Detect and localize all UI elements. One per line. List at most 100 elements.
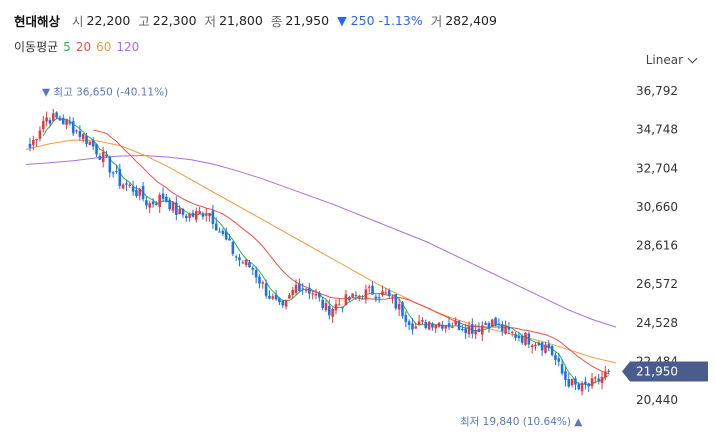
candle-body bbox=[557, 358, 561, 362]
candle-body bbox=[544, 344, 547, 353]
stock-header: 현대해상 시 22,200 고 22,300 저 21,800 종 21,950… bbox=[14, 10, 505, 30]
change-value: ▼ 250 -1.13% bbox=[337, 12, 423, 28]
candle-body bbox=[311, 293, 314, 295]
candle-body bbox=[191, 212, 195, 217]
candles bbox=[28, 109, 610, 396]
candle-body bbox=[128, 184, 132, 186]
scale-dropdown[interactable]: Linear bbox=[646, 53, 698, 67]
candle-body bbox=[201, 213, 205, 217]
candle-body bbox=[244, 259, 248, 266]
volume-value: 282,409 bbox=[445, 12, 497, 28]
candle-body bbox=[121, 184, 125, 189]
candle-body bbox=[105, 154, 108, 157]
candle-body bbox=[594, 377, 597, 379]
candle-body bbox=[507, 327, 511, 330]
ma-20-line bbox=[93, 129, 609, 375]
y-tick-label: 32,704 bbox=[636, 161, 678, 175]
ma-label: 이동평균 bbox=[14, 40, 59, 54]
candle-body bbox=[584, 381, 587, 385]
candle-body bbox=[75, 130, 78, 132]
candle-body bbox=[35, 139, 38, 141]
candle-body bbox=[447, 323, 451, 328]
current-price-label: 21,950 bbox=[636, 364, 678, 378]
candle-body bbox=[131, 186, 135, 192]
candle-body bbox=[564, 371, 567, 381]
candle-body bbox=[347, 297, 351, 301]
candle-body bbox=[125, 183, 128, 185]
ma-120[interactable]: 120 bbox=[116, 39, 140, 54]
candle-body bbox=[361, 298, 364, 300]
candle-body bbox=[254, 269, 258, 278]
candle-body bbox=[567, 379, 571, 387]
candle-body bbox=[271, 296, 275, 299]
candle-body bbox=[597, 378, 600, 381]
candle-body bbox=[38, 130, 42, 139]
ma-60[interactable]: 60 bbox=[96, 39, 112, 54]
candle-body bbox=[331, 308, 334, 317]
candle-body bbox=[600, 377, 604, 384]
open-label: 시 bbox=[72, 13, 84, 29]
candle-body bbox=[500, 324, 504, 332]
close-value: 21,950 bbox=[285, 12, 330, 28]
candle-body bbox=[204, 214, 208, 216]
y-tick-label: 34,748 bbox=[636, 123, 678, 137]
candle-body bbox=[224, 231, 228, 240]
candle-body bbox=[474, 329, 477, 335]
candle-body bbox=[510, 331, 514, 333]
candle-body bbox=[185, 215, 188, 219]
candle-body bbox=[387, 290, 391, 296]
moving-average-lines bbox=[25, 117, 617, 387]
candle-body bbox=[480, 325, 484, 335]
candle-body bbox=[168, 199, 171, 210]
candle-body bbox=[288, 294, 291, 299]
candle-body bbox=[145, 200, 148, 206]
moving-average-legend: 이동평균 5 20 60 120 bbox=[14, 38, 144, 55]
y-tick-label: 24,528 bbox=[636, 316, 678, 330]
candle-body bbox=[394, 294, 398, 309]
candle-body bbox=[98, 155, 102, 160]
candle-body bbox=[427, 322, 431, 330]
y-axis: 36,792 34,748 32,704 30,660 28,616 26,572 24,5… bbox=[636, 84, 678, 407]
candle-body bbox=[364, 289, 368, 300]
candle-body bbox=[341, 306, 344, 308]
candle-body bbox=[461, 329, 464, 331]
candle-body bbox=[577, 384, 581, 390]
candle-body bbox=[404, 315, 408, 322]
candle-body bbox=[374, 296, 378, 299]
candle-body bbox=[284, 299, 288, 307]
candle-body bbox=[520, 336, 524, 343]
candle-body bbox=[211, 210, 215, 224]
candle-body bbox=[81, 134, 85, 140]
candle-body bbox=[68, 121, 72, 124]
candle-body bbox=[401, 302, 404, 317]
candle-body bbox=[241, 262, 245, 264]
y-tick-label: 28,616 bbox=[636, 239, 678, 253]
candle-body bbox=[264, 283, 268, 296]
candle-body bbox=[570, 378, 574, 386]
candle-body bbox=[344, 294, 348, 306]
candle-body bbox=[487, 323, 491, 329]
candle-body bbox=[48, 119, 52, 124]
candle-body bbox=[231, 241, 235, 254]
candle-body bbox=[314, 293, 318, 296]
low-value: 21,800 bbox=[219, 12, 263, 28]
candle-body bbox=[517, 335, 521, 339]
y-tick-label: 26,572 bbox=[636, 277, 678, 291]
candle-body bbox=[437, 322, 441, 327]
candle-body bbox=[151, 201, 155, 205]
candle-body bbox=[384, 292, 388, 294]
candle-body bbox=[298, 283, 301, 292]
ma-20[interactable]: 20 bbox=[75, 39, 92, 54]
candle-body bbox=[560, 364, 564, 374]
candle-body bbox=[407, 321, 411, 325]
candle-body bbox=[354, 294, 358, 296]
candle-body bbox=[91, 140, 95, 147]
candle-body bbox=[71, 121, 75, 134]
candle-body bbox=[218, 231, 221, 233]
ma-5[interactable]: 5 bbox=[63, 39, 71, 54]
candle-body bbox=[268, 296, 271, 299]
candle-body bbox=[574, 378, 577, 385]
candle-body bbox=[42, 121, 45, 130]
candle-body bbox=[590, 378, 594, 387]
